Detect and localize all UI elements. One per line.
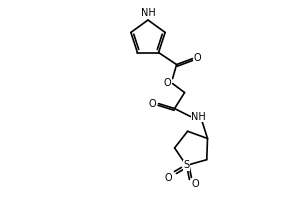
- Text: NH: NH: [141, 8, 155, 18]
- Text: H: H: [145, 8, 152, 18]
- Text: O: O: [149, 99, 156, 109]
- Text: O: O: [164, 78, 171, 88]
- Text: S: S: [183, 160, 190, 170]
- Text: O: O: [192, 179, 199, 189]
- Text: O: O: [194, 53, 201, 63]
- Text: NH: NH: [191, 112, 206, 122]
- Text: O: O: [165, 173, 172, 183]
